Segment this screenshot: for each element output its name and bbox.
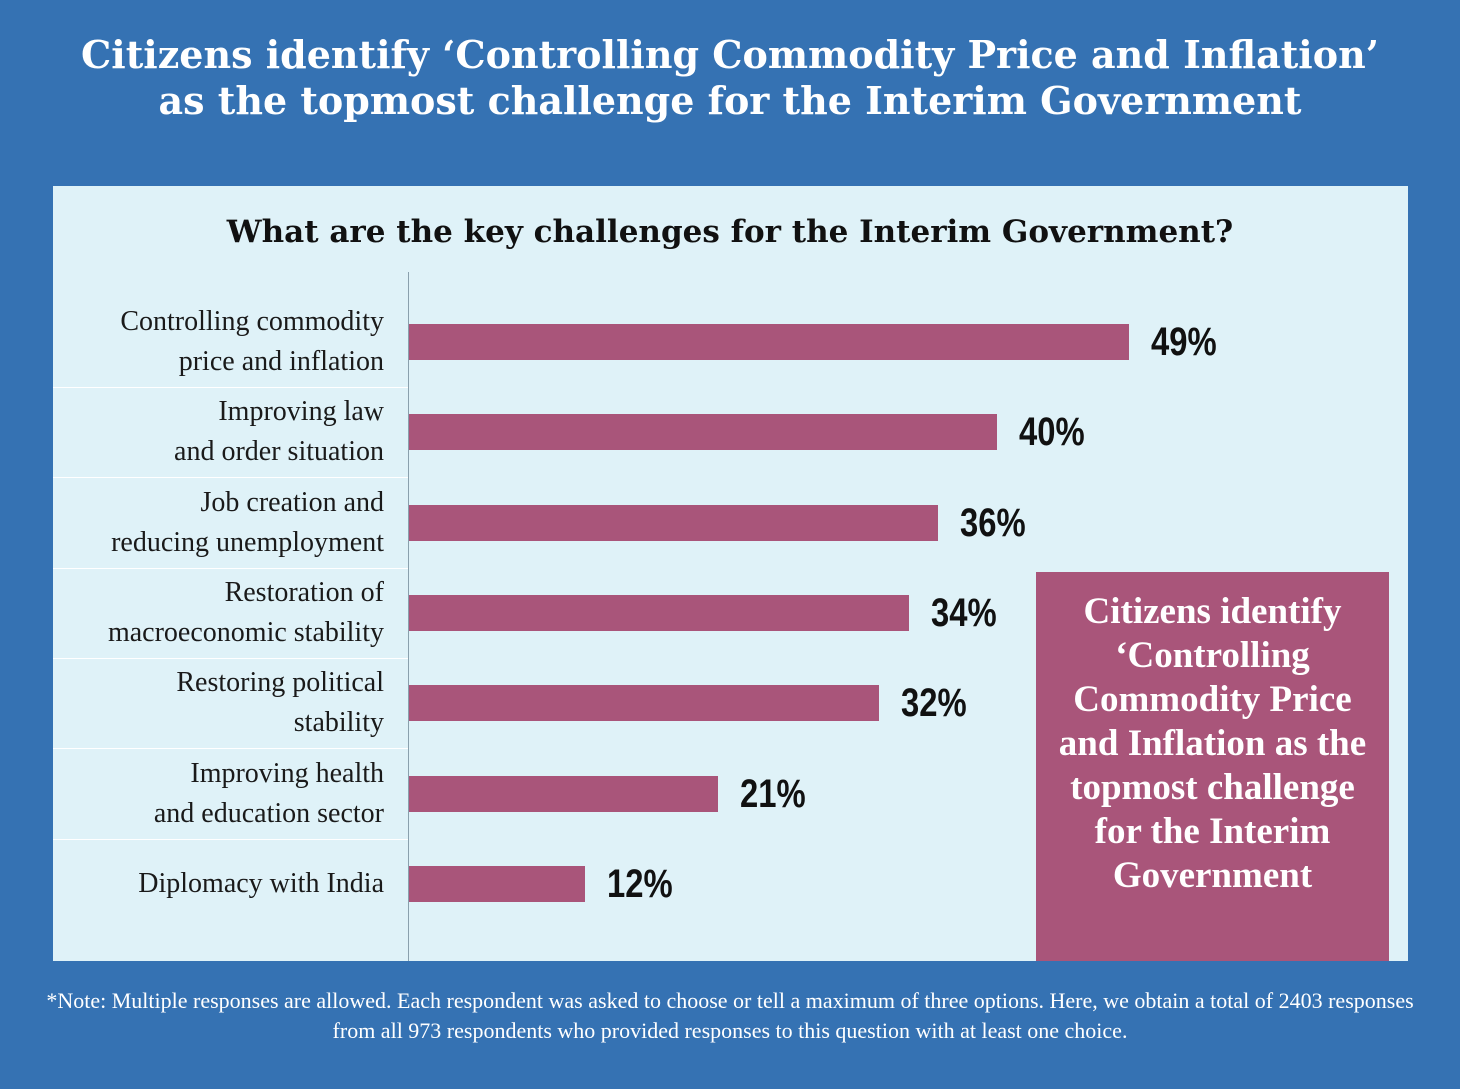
value-label: 49%: [1151, 320, 1217, 364]
category-label: Diplomacy with India: [138, 868, 384, 899]
category-label: Restoration of macroeconomic stability: [107, 577, 384, 648]
bar: [409, 685, 879, 721]
y-axis-line: [408, 272, 409, 961]
bar: [409, 776, 718, 812]
category-label: Job creation and reducing unemployment: [111, 487, 384, 558]
callout-box: Citizens identify ‘Controlling Commodity…: [1036, 572, 1389, 961]
callout-text: Citizens identify ‘Controlling Commodity…: [1058, 591, 1367, 896]
value-label: 21%: [740, 772, 806, 816]
bar: [409, 505, 938, 541]
row-separator: [53, 568, 408, 569]
value-label: 40%: [1019, 410, 1085, 454]
bar: [409, 414, 997, 450]
value-label: 12%: [607, 862, 673, 906]
chart-title: What are the key challenges for the Inte…: [226, 214, 1234, 250]
category-label: Improving law and order situation: [174, 396, 384, 467]
row-separator: [53, 658, 408, 659]
bar: [409, 324, 1129, 360]
category-label: Controlling commodity price and inflatio…: [120, 306, 384, 377]
bar: [409, 595, 909, 631]
footnote: *Note: Multiple responses are allowed. E…: [46, 988, 1414, 1043]
row-separator: [53, 387, 408, 388]
row-separator: [53, 477, 408, 478]
row-separator: [53, 748, 408, 749]
row-separator: [53, 839, 408, 840]
bar: [409, 866, 585, 902]
headline: Citizens identify ‘Controlling Commodity…: [81, 32, 1379, 123]
category-label: Restoring political stability: [176, 667, 384, 738]
category-label: Improving health and education sector: [153, 758, 384, 829]
value-label: 32%: [901, 681, 967, 725]
value-label: 34%: [931, 591, 997, 635]
value-label: 36%: [960, 501, 1026, 545]
